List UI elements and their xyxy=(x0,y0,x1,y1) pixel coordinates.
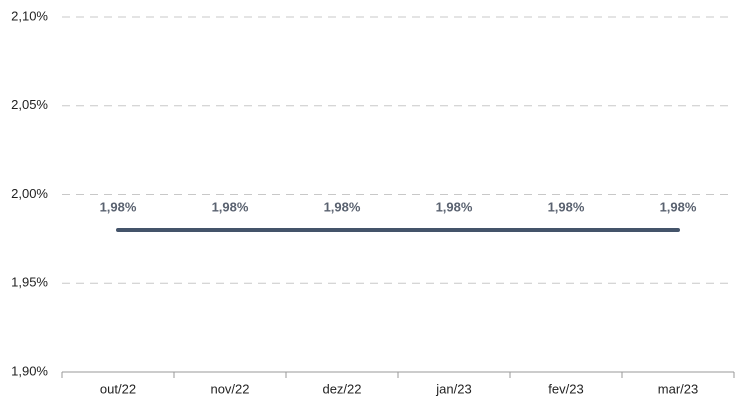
data-label: 1,98% xyxy=(548,199,585,214)
y-tick-label: 2,05% xyxy=(11,97,48,112)
x-tick-label: fev/23 xyxy=(548,381,583,396)
data-label: 1,98% xyxy=(324,199,361,214)
y-tick-label: 2,00% xyxy=(11,186,48,201)
data-label: 1,98% xyxy=(212,199,249,214)
y-tick-label: 1,95% xyxy=(11,275,48,290)
data-label: 1,98% xyxy=(100,199,137,214)
y-tick-label: 1,90% xyxy=(11,363,48,378)
data-label: 1,98% xyxy=(660,199,697,214)
y-tick-label: 2,10% xyxy=(11,8,48,23)
x-tick-label: out/22 xyxy=(100,381,136,396)
x-tick-label: dez/22 xyxy=(322,381,361,396)
data-label: 1,98% xyxy=(436,199,473,214)
x-tick-label: jan/23 xyxy=(435,381,471,396)
x-tick-label: nov/22 xyxy=(210,381,249,396)
x-tick-label: mar/23 xyxy=(658,381,698,396)
